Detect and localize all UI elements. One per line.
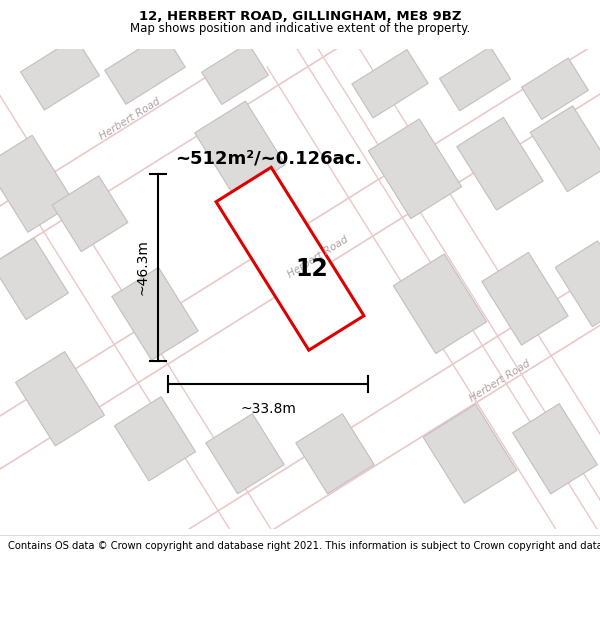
Text: Herbert Road: Herbert Road [286, 234, 350, 279]
Text: ~33.8m: ~33.8m [240, 402, 296, 416]
Polygon shape [555, 241, 600, 327]
Polygon shape [512, 404, 598, 494]
Polygon shape [202, 43, 268, 104]
Polygon shape [439, 47, 511, 111]
Polygon shape [20, 38, 100, 110]
Polygon shape [16, 352, 104, 446]
Polygon shape [457, 118, 543, 210]
Polygon shape [423, 404, 517, 503]
Polygon shape [216, 168, 364, 350]
Text: ~512m²/~0.126ac.: ~512m²/~0.126ac. [175, 150, 362, 168]
Polygon shape [115, 397, 196, 481]
Text: Contains OS data © Crown copyright and database right 2021. This information is : Contains OS data © Crown copyright and d… [8, 541, 600, 551]
Text: Map shows position and indicative extent of the property.: Map shows position and indicative extent… [130, 22, 470, 35]
Text: 12: 12 [296, 257, 328, 281]
Polygon shape [52, 176, 128, 252]
Polygon shape [352, 49, 428, 118]
Text: Herbert Road: Herbert Road [468, 358, 532, 404]
Polygon shape [296, 414, 374, 494]
Text: Herbert Road: Herbert Road [98, 96, 162, 141]
Polygon shape [112, 268, 198, 360]
Polygon shape [482, 253, 568, 345]
Polygon shape [194, 101, 286, 196]
Polygon shape [530, 106, 600, 192]
Polygon shape [105, 33, 185, 104]
Polygon shape [206, 414, 284, 494]
Text: ~46.3m: ~46.3m [135, 239, 149, 295]
Polygon shape [0, 135, 74, 232]
Polygon shape [368, 119, 461, 219]
Polygon shape [521, 58, 589, 119]
Text: 12, HERBERT ROAD, GILLINGHAM, ME8 9BZ: 12, HERBERT ROAD, GILLINGHAM, ME8 9BZ [139, 10, 461, 23]
Polygon shape [0, 238, 68, 319]
Polygon shape [394, 254, 487, 354]
